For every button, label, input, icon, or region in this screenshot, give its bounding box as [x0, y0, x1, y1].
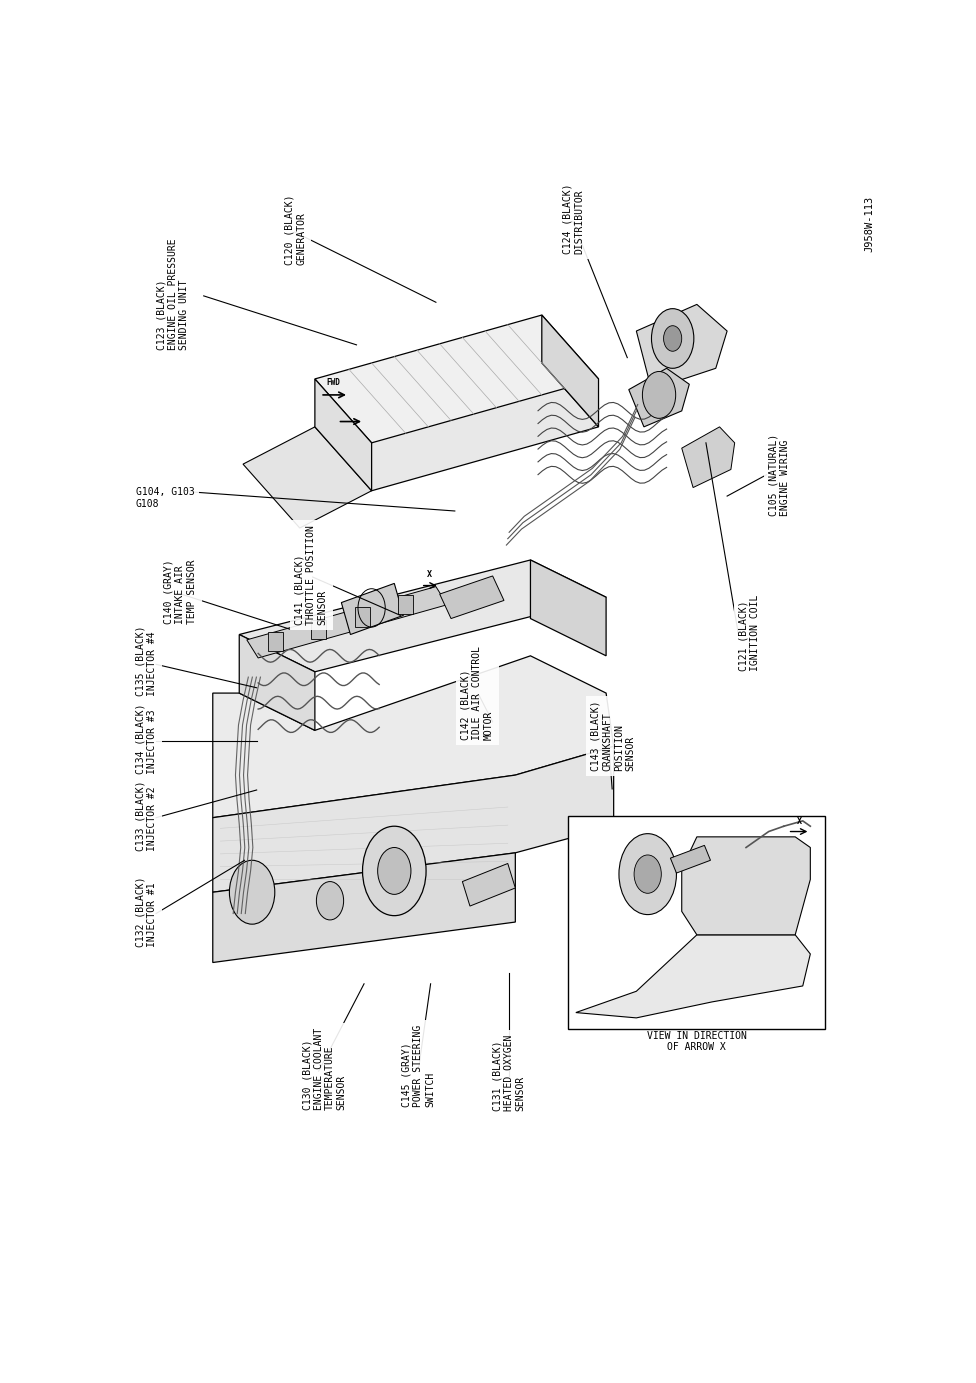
Polygon shape	[681, 837, 810, 935]
Text: C130 (BLACK)
ENGINE COOLANT
TEMPERATURE
SENSOR: C130 (BLACK) ENGINE COOLANT TEMPERATURE …	[302, 1028, 346, 1111]
Polygon shape	[315, 379, 372, 491]
Bar	[568, 816, 826, 1029]
Circle shape	[664, 326, 681, 351]
Polygon shape	[239, 560, 606, 672]
Circle shape	[642, 372, 675, 418]
Text: C145 (GRAY)
POWER STEERING
SWITCH: C145 (GRAY) POWER STEERING SWITCH	[402, 1025, 435, 1106]
Text: VIEW IN DIRECTION
OF ARROW X: VIEW IN DIRECTION OF ARROW X	[647, 1030, 747, 1052]
Bar	[398, 595, 413, 614]
Circle shape	[378, 848, 411, 895]
Polygon shape	[315, 315, 598, 443]
Polygon shape	[247, 586, 447, 658]
Bar	[311, 620, 326, 639]
Text: C105 (NATURAL)
ENGINE WIRING: C105 (NATURAL) ENGINE WIRING	[769, 434, 791, 516]
Text: C131 (BLACK)
HEATED OXYGEN
SENSOR: C131 (BLACK) HEATED OXYGEN SENSOR	[493, 1034, 526, 1112]
Polygon shape	[213, 656, 614, 817]
Polygon shape	[636, 304, 727, 390]
Text: C132 (BLACK)
INJECTOR #1: C132 (BLACK) INJECTOR #1	[136, 877, 157, 946]
Text: G104, G103
G108: G104, G103 G108	[136, 487, 194, 509]
Circle shape	[229, 860, 275, 924]
Text: C142 (BLACK)
IDLE AIR CONTROL
MOTOR: C142 (BLACK) IDLE AIR CONTROL MOTOR	[461, 646, 494, 740]
Polygon shape	[342, 584, 403, 635]
Text: J958W-113: J958W-113	[865, 196, 874, 252]
Text: C123 (BLACK)
ENGINE OIL PRESSURE
SENDING UNIT: C123 (BLACK) ENGINE OIL PRESSURE SENDING…	[156, 238, 189, 350]
Polygon shape	[531, 560, 606, 656]
Text: C120 (BLACK)
GENERATOR: C120 (BLACK) GENERATOR	[285, 195, 306, 266]
Text: C140 (GRAY)
INTAKE AIR
TEMP SENSOR: C140 (GRAY) INTAKE AIR TEMP SENSOR	[164, 560, 197, 624]
Polygon shape	[671, 845, 711, 873]
Text: X: X	[427, 570, 432, 579]
Text: C124 (BLACK)
DISTRIBUTOR: C124 (BLACK) DISTRIBUTOR	[563, 184, 585, 254]
Text: X: X	[796, 817, 801, 826]
Polygon shape	[439, 575, 504, 618]
Circle shape	[316, 881, 344, 920]
Polygon shape	[213, 747, 614, 892]
Text: C141 (BLACK)
THROTTLE POSITION
SENSOR: C141 (BLACK) THROTTLE POSITION SENSOR	[295, 526, 328, 625]
Polygon shape	[542, 315, 598, 427]
Text: C133 (BLACK)
INJECTOR #2: C133 (BLACK) INJECTOR #2	[136, 780, 157, 851]
Text: C134 (BLACK)
INJECTOR #3: C134 (BLACK) INJECTOR #3	[136, 704, 157, 774]
Circle shape	[634, 855, 662, 893]
Polygon shape	[213, 853, 515, 963]
Circle shape	[652, 308, 694, 368]
Polygon shape	[629, 368, 689, 427]
Polygon shape	[239, 635, 315, 730]
Text: C121 (BLACK)
IGNITION COIL: C121 (BLACK) IGNITION COIL	[739, 595, 760, 671]
Polygon shape	[243, 427, 372, 528]
Polygon shape	[681, 427, 735, 488]
Text: C135 (BLACK)
INJECTOR #4: C135 (BLACK) INJECTOR #4	[136, 626, 157, 697]
Bar	[267, 632, 283, 651]
Polygon shape	[315, 362, 598, 491]
Text: FWD: FWD	[326, 379, 340, 387]
Polygon shape	[576, 935, 810, 1018]
Bar	[354, 607, 370, 626]
Polygon shape	[463, 863, 515, 906]
Circle shape	[619, 834, 676, 914]
Text: C143 (BLACK)
CRANKSHAFT
POSITION
SENSOR: C143 (BLACK) CRANKSHAFT POSITION SENSOR	[591, 700, 635, 770]
Circle shape	[362, 826, 427, 916]
